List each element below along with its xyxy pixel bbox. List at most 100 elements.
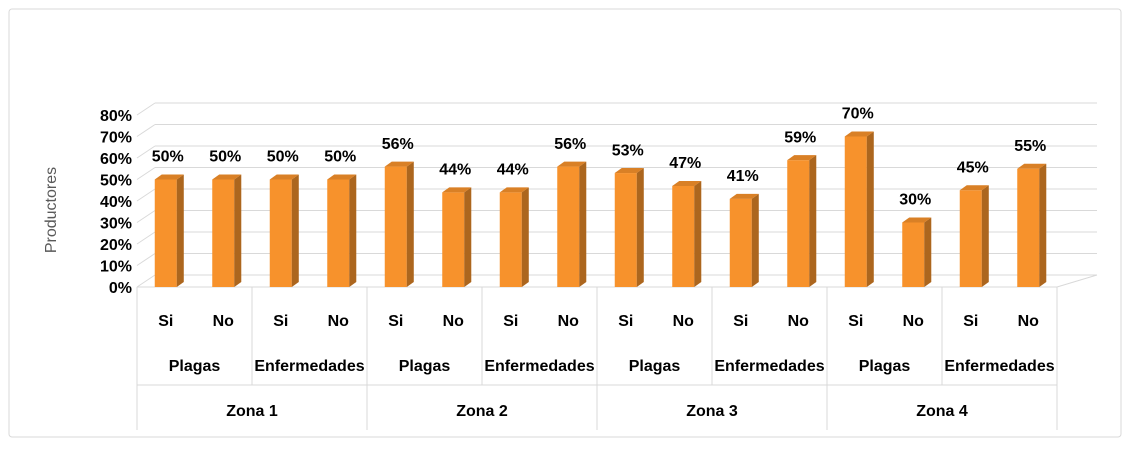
x-tick-label: No xyxy=(1018,313,1040,330)
bar-side xyxy=(579,161,587,287)
x-tick-label: Si xyxy=(158,313,173,330)
y-tick-label: 0% xyxy=(109,280,132,297)
grid-line-side xyxy=(136,102,156,116)
x-tick-label: No xyxy=(443,313,465,330)
x-tick-label: No xyxy=(788,313,810,330)
data-label: 56% xyxy=(554,136,586,153)
bar-side xyxy=(291,174,299,287)
bar-top xyxy=(384,161,414,167)
bar-top-shade xyxy=(614,168,644,174)
group-label: Plagas xyxy=(629,358,681,375)
bar-top-shade xyxy=(499,187,529,193)
group-label: Enfermedades xyxy=(944,358,1054,375)
bar-top xyxy=(212,174,242,180)
group-label: Enfermedades xyxy=(254,358,364,375)
bar-front xyxy=(614,173,637,287)
group-label: Plagas xyxy=(859,358,911,375)
bar-side xyxy=(694,180,702,287)
bar-top xyxy=(614,168,644,174)
bar-side xyxy=(924,217,932,287)
bar-top-shade xyxy=(327,174,357,180)
data-label: 44% xyxy=(497,162,529,179)
y-tick-label: 30% xyxy=(100,216,132,233)
bar xyxy=(844,131,874,287)
grid-line-side xyxy=(136,145,156,159)
bar-top xyxy=(844,131,874,137)
group-label: Plagas xyxy=(399,358,451,375)
grid-line-side xyxy=(136,188,156,202)
data-label: 70% xyxy=(842,106,874,123)
data-label: 55% xyxy=(1014,138,1046,155)
bar-top xyxy=(327,174,357,180)
bar xyxy=(212,174,242,287)
grid-line-side xyxy=(136,274,156,288)
data-label: 50% xyxy=(324,149,356,166)
data-label: 30% xyxy=(899,192,931,209)
bar-top xyxy=(672,180,702,186)
bar-top-shade xyxy=(959,185,989,191)
bar-side-shade xyxy=(291,174,299,287)
y-tick-label: 60% xyxy=(100,151,132,168)
y-tick-label: 40% xyxy=(100,194,132,211)
bar-side xyxy=(521,187,529,287)
grid-line-side xyxy=(136,253,156,266)
bar-top xyxy=(787,155,817,161)
bar-top-shade xyxy=(557,161,587,167)
x-tick-label: Si xyxy=(733,313,748,330)
x-tick-label: Si xyxy=(273,313,288,330)
bar-top-shade xyxy=(672,180,702,186)
x-tick-label: No xyxy=(673,313,695,330)
bar-top-shade xyxy=(154,174,184,180)
bar-side xyxy=(866,131,874,287)
bar-front xyxy=(844,136,867,287)
bar-top-shade xyxy=(212,174,242,180)
grid-line-side xyxy=(136,124,156,137)
y-tick-label: 70% xyxy=(100,130,132,147)
bar-front xyxy=(959,190,982,287)
bar-front xyxy=(672,185,695,287)
bar-top xyxy=(729,193,759,199)
bar xyxy=(384,161,414,287)
bar-top xyxy=(1017,163,1047,169)
data-label: 50% xyxy=(152,149,184,166)
group-label: Enfermedades xyxy=(484,358,594,375)
x-tick-label: Si xyxy=(388,313,403,330)
y-axis-title: Productores xyxy=(43,167,60,253)
bar-front xyxy=(269,179,292,287)
bar-side-shade xyxy=(636,168,644,287)
bar-side-shade xyxy=(924,217,932,287)
x-tick-label: No xyxy=(903,313,925,330)
bar xyxy=(154,174,184,287)
bar xyxy=(269,174,299,287)
group-label: Plagas xyxy=(169,358,221,375)
y-tick-label: 20% xyxy=(100,237,132,254)
bar-side xyxy=(234,174,242,287)
bar-side xyxy=(809,155,817,287)
bar-front xyxy=(442,192,465,287)
zone-label: Zona 4 xyxy=(916,403,968,420)
grid-line-side xyxy=(136,210,156,223)
bar-side-shade xyxy=(521,187,529,287)
bar xyxy=(1017,163,1047,287)
group-label: Enfermedades xyxy=(714,358,824,375)
bar-top-shade xyxy=(729,193,759,199)
bar-top xyxy=(902,217,932,223)
bar-top-shade xyxy=(1017,163,1047,169)
bar xyxy=(614,168,644,287)
y-tick-label: 80% xyxy=(100,108,132,125)
bar-side-shade xyxy=(751,193,759,287)
x-tick-label: Si xyxy=(618,313,633,330)
data-label: 50% xyxy=(267,149,299,166)
data-label: 41% xyxy=(727,168,759,185)
x-tick-label: No xyxy=(328,313,350,330)
grid-line-side xyxy=(136,231,156,245)
floor-right xyxy=(1056,274,1098,288)
bar-side-shade xyxy=(694,180,702,287)
bar xyxy=(787,155,817,287)
bar xyxy=(959,185,989,287)
x-tick-label: No xyxy=(213,313,235,330)
bar-side xyxy=(981,185,989,287)
bar xyxy=(729,193,759,287)
bar xyxy=(672,180,702,287)
